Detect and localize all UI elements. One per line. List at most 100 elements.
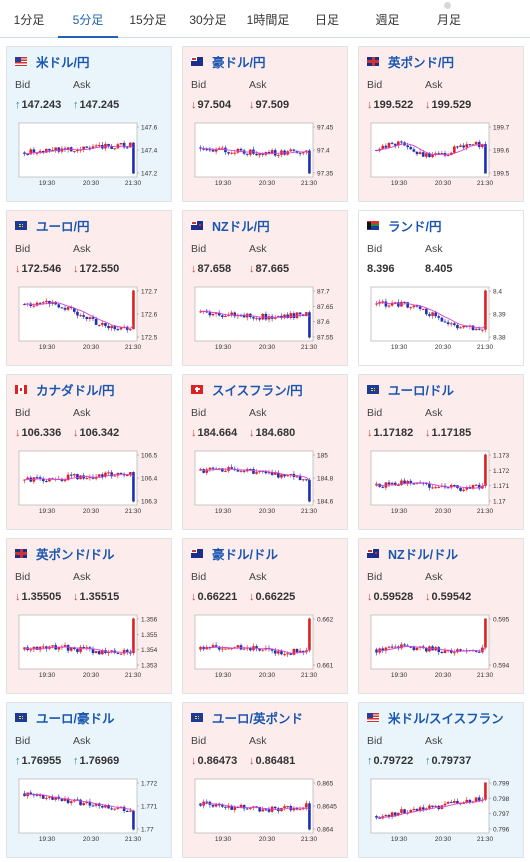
ask-price: ↑147.245 (73, 99, 119, 113)
eu-flag-icon (191, 712, 203, 722)
rate-card[interactable]: スイスフラン/円 Bid Ask ↓184.664 ↓184.680 185 184.8 18… (182, 374, 348, 530)
pair-link[interactable]: NZドル/ドル (388, 547, 459, 562)
pair-link[interactable]: 英ポンド/ドル (36, 547, 115, 562)
chart-container[interactable]: 0.865 0.8645 0.864 19:30 20:30 21:30 (193, 775, 338, 851)
rate-card[interactable]: 豪ドル/円 Bid Ask ↓97.504 ↓97.509 97.45 97.4 97.35 1… (182, 46, 348, 202)
down-arrow-icon: ↓ (15, 263, 21, 275)
pair-link[interactable]: NZドル/円 (212, 219, 270, 234)
tab-1[interactable]: 5分足 (58, 0, 118, 38)
candle-body (477, 328, 481, 330)
rate-card[interactable]: ランド/円 Bid Ask 8.396 8.405 8.4 8.39 8.38 19:30 20:… (358, 210, 524, 366)
rate-card[interactable]: ユーロ/英ポンド Bid Ask ↓0.86473 ↓0.86481 0.865 0.864… (182, 702, 348, 858)
candle-body (258, 153, 261, 156)
bid-value: 1.76955 (21, 755, 62, 767)
tab-5[interactable]: 日足 (314, 13, 339, 27)
candle-body (211, 467, 215, 469)
x-tick-label: 19:30 (215, 508, 232, 515)
rate-card[interactable]: ユーロ/円 Bid Ask ↓172.546 ↓172.550 172.7 172.6 172… (6, 210, 172, 366)
eu-flag-icon (15, 220, 27, 230)
candle-body (270, 472, 274, 475)
bid-ask-prices: ↑0.79722 ↑0.79737 (367, 755, 517, 769)
pair-link[interactable]: 米ドル/スイスフラン (388, 711, 504, 726)
au-flag-icon (191, 56, 203, 66)
bid-ask-prices: ↓97.504 ↓97.509 (191, 99, 341, 113)
ask-price: ↓199.529 (425, 99, 471, 113)
bid-price: ↓184.664 (191, 427, 249, 441)
chart-container[interactable]: 0.595 0.594 19:30 20:30 21:30 (369, 611, 514, 687)
chart-container[interactable]: 1.173 1.172 1.171 1.17 19:30 20:30 21:30 (369, 447, 514, 523)
candle-body (224, 806, 227, 808)
tab-3[interactable]: 30分足 (189, 13, 227, 27)
rate-card[interactable]: 米ドル/円 Bid Ask ↑147.243 ↑147.245 147.6 147.4 147… (6, 46, 172, 202)
ask-value: 0.66225 (255, 591, 296, 603)
pair-link[interactable]: ユーロ/豪ドル (36, 711, 115, 726)
candle-body (381, 301, 385, 303)
pair-link[interactable]: ユーロ/英ポンド (212, 711, 303, 726)
candle-body (242, 804, 246, 809)
candle-body (298, 650, 302, 653)
tab-6[interactable]: 週足 (375, 13, 400, 27)
tab-4[interactable]: 1時間足 (246, 13, 290, 27)
bid-ask-labels: Bid Ask (367, 407, 517, 420)
ask-label: Ask (249, 735, 267, 747)
bid-value: 97.504 (197, 99, 232, 111)
ask-value: 87.665 (255, 263, 290, 275)
ask-label: Ask (249, 571, 267, 583)
chart-container[interactable]: 87.7 87.65 87.6 87.55 19:30 20:30 21:30 (193, 283, 338, 359)
candle-body (308, 150, 311, 174)
candle-body (428, 805, 431, 809)
candle-body (29, 792, 33, 795)
y-tick-label: 1.772 (141, 781, 158, 788)
chart-container[interactable]: 1.356 1.355 1.354 1.353 19:30 20:30 21:30 (17, 611, 162, 687)
chart-plot-area (370, 122, 490, 178)
candle-body (431, 154, 434, 158)
pair-link[interactable]: ユーロ/ドル (388, 383, 454, 398)
candle-body (38, 794, 42, 796)
ask-value: 8.405 (425, 263, 453, 275)
pair-link[interactable]: 英ポンド/円 (388, 55, 454, 70)
candle-body (459, 487, 462, 491)
pair-link[interactable]: スイスフラン/円 (212, 383, 303, 398)
chart-container[interactable]: 172.7 172.6 172.5 19:30 20:30 21:30 (17, 283, 162, 359)
rate-card[interactable]: 米ドル/スイスフラン Bid Ask ↑0.79722 ↑0.79737 0.799 0.7… (358, 702, 524, 858)
rate-card[interactable]: NZドル/円 Bid Ask ↓87.658 ↓87.665 87.7 87.65 87.6 8… (182, 210, 348, 366)
chart-container[interactable]: 8.4 8.39 8.38 19:30 20:30 21:30 (369, 283, 514, 359)
tab-0[interactable]: 1分足 (13, 13, 45, 27)
bid-ask-prices: ↓172.546 ↓172.550 (15, 263, 165, 277)
bid-ask-labels: Bid Ask (367, 571, 517, 584)
rate-card[interactable]: 英ポンド/ドル Bid Ask ↓1.35505 ↓1.35515 1.356 1.355 1… (6, 538, 172, 694)
chart-container[interactable]: 1.772 1.771 1.77 19:30 20:30 21:30 (17, 775, 162, 851)
chart-container[interactable]: 97.45 97.4 97.35 19:30 20:30 21:30 (193, 119, 338, 195)
tab-7[interactable]: 月足 (436, 13, 461, 27)
candle-body (406, 302, 409, 308)
chart-container[interactable]: 147.6 147.4 147.2 19:30 20:30 21:30 (17, 119, 162, 195)
eu-flag-icon (15, 712, 27, 722)
rate-card[interactable]: カナダドル/円 Bid Ask ↓106.336 ↓106.342 106.5 106.4 1… (6, 374, 172, 530)
candle-body (116, 807, 120, 809)
ask-label: Ask (425, 735, 443, 747)
down-arrow-icon: ↓ (425, 591, 431, 603)
pair-link[interactable]: カナダドル/円 (36, 383, 115, 398)
x-tick-label: 21:30 (125, 180, 142, 187)
chart-container[interactable]: 185 184.8 184.6 19:30 20:30 21:30 (193, 447, 338, 523)
pair-link[interactable]: ランド/円 (388, 219, 442, 234)
tab-2[interactable]: 15分足 (129, 13, 167, 27)
rate-card[interactable]: 豪ドル/ドル Bid Ask ↓0.66221 ↓0.66225 0.662 0.661 19… (182, 538, 348, 694)
chart-container[interactable]: 0.799 0.798 0.797 0.796 19:30 20:30 21:30 (369, 775, 514, 851)
candle-body (125, 475, 129, 477)
rate-card[interactable]: ユーロ/豪ドル Bid Ask ↑1.76955 ↑1.76969 1.772 1.771 1… (6, 702, 172, 858)
rate-card[interactable]: NZドル/ドル Bid Ask ↓0.59528 ↓0.59542 0.595 0.594 1… (358, 538, 524, 694)
pair-link[interactable]: 米ドル/円 (36, 55, 90, 70)
chart-container[interactable]: 0.662 0.661 19:30 20:30 21:30 (193, 611, 338, 687)
pair-link[interactable]: ユーロ/円 (36, 219, 90, 234)
pair-link[interactable]: 豪ドル/円 (212, 55, 266, 70)
rate-card[interactable]: 英ポンド/円 Bid Ask ↓199.522 ↓199.529 199.7 199.6 19… (358, 46, 524, 202)
candle-body (26, 477, 29, 480)
candle-body (35, 477, 39, 479)
chart-container[interactable]: 199.7 199.6 199.5 19:30 20:30 21:30 (369, 119, 514, 195)
candle-body (23, 793, 26, 797)
price-chart: 172.7 172.6 172.5 19:30 20:30 21:30 (18, 286, 158, 351)
pair-link[interactable]: 豪ドル/ドル (212, 547, 278, 562)
chart-container[interactable]: 106.5 106.4 106.3 19:30 20:30 21:30 (17, 447, 162, 523)
rate-card[interactable]: ユーロ/ドル Bid Ask ↓1.17182 ↓1.17185 1.173 1.172 1.… (358, 374, 524, 530)
